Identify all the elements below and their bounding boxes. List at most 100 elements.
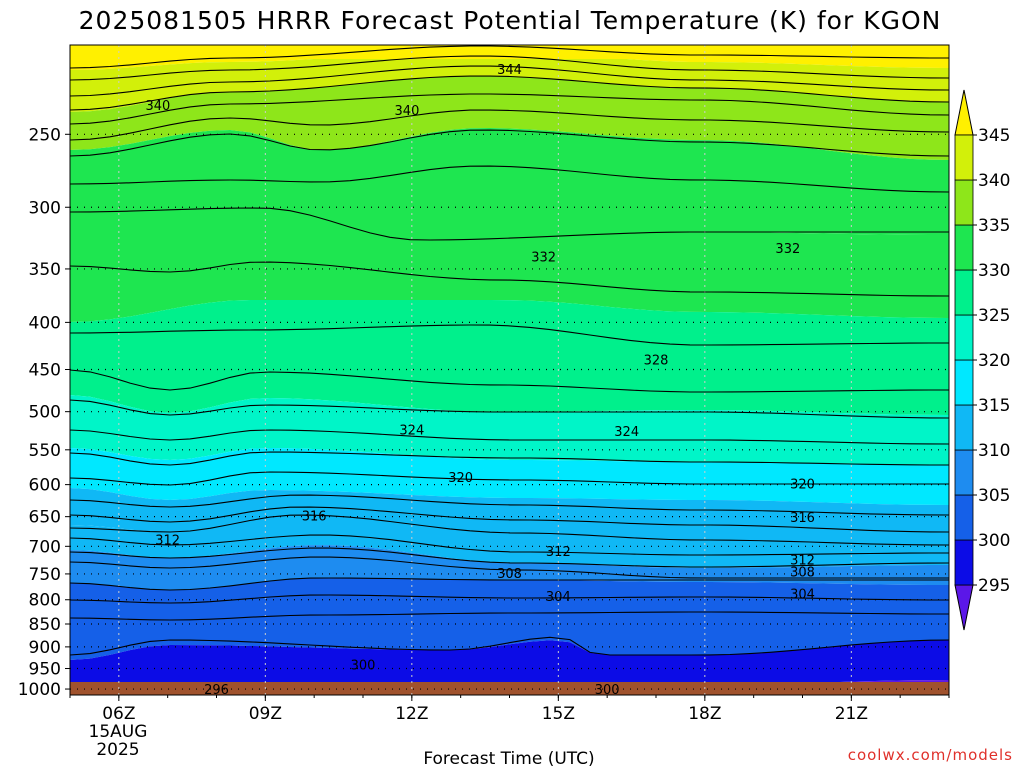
x-tick-label: 06Z — [102, 704, 135, 724]
colorbar-swatch — [954, 179, 974, 226]
y-tick-label: 450 — [29, 361, 61, 381]
isentrope-line — [69, 471, 949, 486]
isentrope-line — [69, 506, 950, 533]
colorbar-swatch — [954, 404, 974, 451]
contour-label: 320 — [448, 471, 473, 486]
colorbar-swatch — [954, 134, 974, 181]
isentrope-line — [69, 514, 950, 546]
y-tick-label: 750 — [29, 565, 61, 585]
isentrope-line — [69, 93, 950, 125]
isentrope-line — [69, 129, 950, 157]
contour-label: 304 — [546, 590, 571, 605]
isentrope-line — [69, 636, 950, 656]
colorbar-swatch — [954, 359, 974, 406]
isentrope-line — [69, 547, 950, 568]
isentrope-line — [69, 451, 949, 466]
contour-label: 324 — [399, 423, 424, 438]
y-tick-label: 950 — [29, 660, 61, 680]
isentrope-line — [69, 369, 949, 393]
grid-lines — [70, 45, 949, 695]
contour-label: 332 — [531, 250, 556, 265]
contour-label: 308 — [497, 567, 522, 582]
theta-band — [70, 300, 949, 415]
y-axis: 250 300 350 400 450 500 550 600 650 700 750 800 850 9… — [18, 125, 70, 700]
isentrope-line — [69, 594, 949, 604]
contour-label: 332 — [775, 242, 800, 257]
contour-label: 320 — [790, 478, 815, 493]
theta-band — [70, 50, 949, 112]
site-credit: coolwx.com/models — [848, 746, 1013, 764]
colorbar-swatch — [954, 314, 974, 361]
x-date-day: 15AUG — [89, 722, 148, 742]
y-tick-label: 650 — [29, 508, 61, 528]
colorbar-label: 340 — [978, 171, 1010, 191]
chart-title: 2025081505 HRRR Forecast Potential Tempe… — [79, 6, 942, 35]
isentrope-line — [69, 556, 949, 579]
isentrope-line — [69, 65, 950, 97]
y-tick-label: 800 — [29, 591, 61, 611]
colorbar: 295 300 305 310 315 320 325 330 335 340 345 — [954, 89, 1010, 631]
colorbar-label: 300 — [978, 531, 1010, 551]
colorbar-label: 330 — [978, 261, 1010, 281]
isentrope-line — [69, 165, 950, 193]
contour-label: 312 — [546, 545, 571, 560]
y-tick-label: 600 — [29, 476, 61, 496]
colorbar-label: 320 — [978, 351, 1010, 371]
y-tick-label: 1000 — [18, 680, 61, 700]
x-date-year: 2025 — [96, 740, 139, 760]
x-tick-label: 21Z — [835, 704, 868, 724]
colorbar-swatch — [954, 539, 974, 586]
isentrope-line — [69, 207, 949, 241]
isentrope-line — [69, 577, 949, 591]
isentrope-lines — [69, 45, 950, 656]
contour-label: 328 — [644, 354, 669, 369]
theta-band — [70, 578, 949, 660]
colorbar-label: 345 — [978, 126, 1010, 146]
theta-band — [70, 76, 949, 160]
contour-label: 316 — [302, 510, 327, 525]
colorbar-label: 305 — [978, 486, 1010, 506]
isentrope-line — [69, 75, 950, 111]
y-tick-label: 550 — [29, 441, 61, 461]
colorbar-label: 335 — [978, 216, 1010, 236]
colorbar-under — [954, 584, 974, 631]
isentrope-line — [69, 261, 950, 297]
contour-label: 300 — [595, 683, 620, 698]
colorbar-swatch — [954, 224, 974, 271]
colorbar-label: 310 — [978, 441, 1010, 461]
isentrope-line — [69, 109, 950, 141]
isentrope-line — [69, 324, 949, 346]
colorbar-swatch — [954, 494, 974, 541]
contour-label: 344 — [497, 63, 522, 78]
x-tick-label: 09Z — [249, 704, 282, 724]
contour-label: 308 — [790, 565, 815, 580]
y-tick-label: 700 — [29, 537, 61, 557]
x-axis-label: Forecast Time (UTC) — [423, 749, 594, 768]
y-tick-label: 300 — [29, 198, 61, 218]
isentrope-line — [69, 429, 950, 445]
theta-band — [70, 488, 949, 545]
theta-band — [70, 208, 949, 322]
contour-label: 340 — [145, 99, 170, 114]
y-tick-label: 350 — [29, 260, 61, 280]
x-tick-label: 18Z — [688, 704, 721, 724]
isentrope-line — [69, 534, 949, 556]
contour-label: 316 — [790, 511, 815, 526]
contour-label: 324 — [614, 425, 639, 440]
colorbar-swatch — [954, 449, 974, 496]
ground-layer — [70, 682, 949, 695]
isentrope-line — [69, 45, 949, 69]
contour-label: 300 — [351, 659, 376, 674]
colorbar-label: 325 — [978, 306, 1010, 326]
x-axis: 06Z 09Z 12Z 15Z 18Z 21Z — [69, 695, 950, 724]
y-tick-label: 850 — [29, 615, 61, 635]
contour-label: 312 — [790, 553, 815, 568]
y-tick-label: 250 — [29, 125, 61, 145]
colorbar-over — [954, 89, 974, 136]
y-tick-label: 400 — [29, 313, 61, 333]
colorbar-swatch — [954, 269, 974, 316]
isentrope-line — [69, 611, 949, 621]
theta-band — [70, 640, 949, 690]
